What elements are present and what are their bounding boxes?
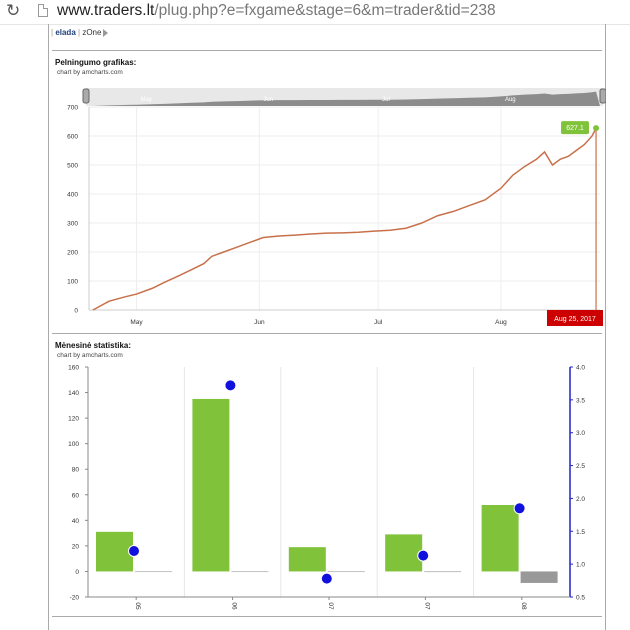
x-tick-label: 08: [520, 602, 527, 610]
y2-tick-label: 2.0: [576, 496, 585, 503]
y2-tick-label: 3.5: [576, 397, 585, 404]
tab-zone[interactable]: zOne: [82, 28, 102, 37]
bar-secondary: [135, 571, 172, 573]
bar-profit: [192, 398, 230, 572]
monthly-chart-title: Mėnesinė statistika:: [55, 341, 132, 350]
ratio-point: [417, 549, 430, 562]
x-tick-label: 07: [327, 602, 334, 610]
bar-profit: [481, 505, 519, 572]
reload-icon[interactable]: ↻: [6, 1, 21, 21]
url-host: www.traders.lt: [57, 2, 155, 19]
scrollbar-tick-label: May: [141, 97, 152, 103]
y-tick-label: 40: [72, 518, 80, 525]
scrollbar-tick-label: Jul: [382, 97, 390, 103]
x-tick-label: Jul: [374, 319, 383, 326]
url-path: /plug.php?e=fxgame&stage=6&m=trader&tid=…: [154, 2, 496, 19]
y2-tick-label: 1.0: [576, 562, 585, 569]
tab-separator-left: |: [51, 28, 54, 37]
bar-secondary: [424, 571, 462, 573]
url-field[interactable]: www.traders.lt/plug.php?e=fxgame&stage=6…: [57, 2, 496, 20]
x-tick-label: Aug: [495, 319, 507, 326]
date-balloon: [547, 310, 603, 326]
last-value-balloon: [561, 121, 590, 135]
ratio-point: [320, 572, 333, 585]
tab-arrow-icon[interactable]: [103, 28, 109, 37]
scrollbar-preview-area: [89, 91, 600, 106]
y2-tick-label: 0.5: [576, 595, 585, 602]
bar-profit: [288, 547, 326, 572]
divider-top: [52, 50, 602, 51]
profit-line: [92, 127, 597, 311]
date-label: Aug 25, 2017: [554, 316, 596, 323]
y-tick-label: 300: [67, 221, 78, 228]
y-tick-label: 100: [67, 279, 78, 286]
y-tick-label: 100: [68, 441, 79, 448]
monthly-chart: 160 140 120 100 80 60 40 20 0 -20 4.0 3.5 3.0 2.5 2.0 1…: [68, 365, 585, 610]
page-icon: [38, 4, 48, 17]
x-tick-label: 05: [134, 602, 141, 610]
x-tick-label: Jun: [254, 319, 265, 326]
tab-elada[interactable]: elada: [55, 28, 76, 37]
bar-profit: [96, 531, 133, 572]
profit-chart-credit[interactable]: chart by amcharts.com: [57, 69, 123, 76]
y2-tick-label: 2.5: [576, 463, 585, 470]
page-content: [48, 24, 606, 630]
y2-tick-label: 4.0: [576, 365, 585, 372]
y-tick-label: 140: [68, 390, 79, 397]
y-tick-label: -20: [70, 595, 80, 602]
scrollbar-handle-left: [82, 88, 90, 104]
x-tick-label: 06: [231, 602, 238, 610]
divider-bottom: [52, 616, 602, 617]
tab-separator: |: [78, 28, 81, 37]
bar-secondary: [231, 571, 269, 573]
y-tick-label: 20: [72, 543, 80, 550]
ratio-point: [513, 502, 526, 515]
y-tick-label: 160: [68, 365, 79, 372]
x-tick-label: May: [130, 319, 143, 326]
ratio-point: [128, 545, 140, 557]
address-bar: ↻ www.traders.lt/plug.php?e=fxgame&stage…: [0, 0, 630, 25]
scrollbar-handle-right: [599, 88, 606, 104]
y2-tick-label: 1.5: [576, 529, 585, 536]
y2-tick-label: 3.0: [576, 430, 585, 437]
bar-secondary: [520, 571, 558, 583]
y-tick-label: 200: [67, 250, 78, 257]
scrollbar: May Jun Jul Aug: [82, 88, 606, 106]
y-tick-label: 400: [67, 192, 78, 199]
y-tick-label: 0: [75, 569, 79, 576]
y-tick-label: 600: [67, 134, 78, 141]
scrollbar-tick-label: Jun: [263, 97, 273, 103]
bar-profit: [385, 534, 423, 572]
last-value-label: 627.1: [566, 125, 584, 132]
ratio-point: [224, 379, 237, 392]
x-tick-label: 07: [423, 602, 430, 610]
y-tick-label: 80: [72, 467, 80, 474]
monthly-chart-credit[interactable]: chart by amcharts.com: [57, 352, 123, 359]
last-value-dot: [593, 125, 600, 132]
y-tick-label: 120: [68, 416, 79, 423]
profit-chart: May Jun Jul Aug 700 600 500 400 300 200 100 0 May Jun…: [67, 88, 606, 326]
tab-bar: | elada | zOne: [51, 28, 109, 37]
bar-secondary: [327, 571, 365, 573]
profit-chart-title: Pelningumo grafikas:: [55, 58, 137, 67]
scrollbar-tick-label: Aug: [505, 97, 516, 103]
y-tick-label: 60: [72, 492, 80, 499]
divider-middle: [52, 333, 602, 334]
y-tick-label: 500: [67, 163, 78, 170]
y-tick-label: 700: [67, 105, 78, 112]
y-tick-label: 0: [74, 308, 78, 315]
